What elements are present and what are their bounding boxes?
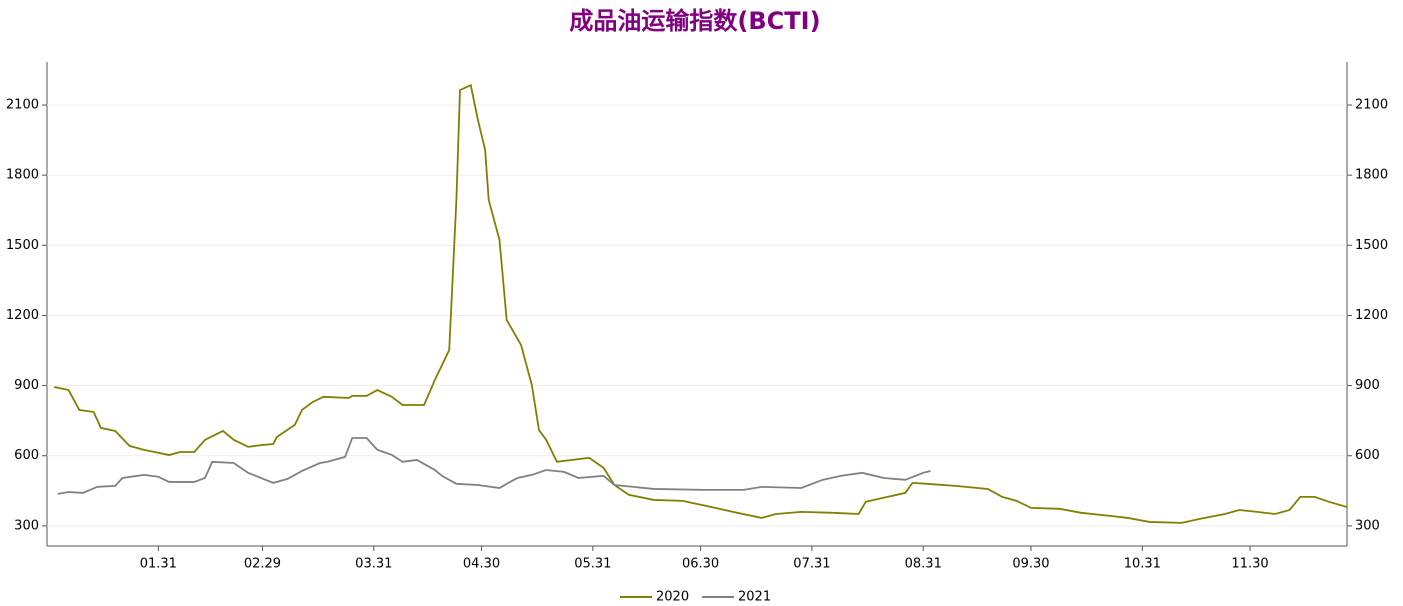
legend-label: 2020 [656, 590, 689, 605]
y-tick-label: 2100 [6, 98, 39, 113]
x-tick-label: 01.31 [140, 557, 177, 572]
legend-label: 2021 [738, 590, 771, 605]
x-tick-label: 03.31 [355, 557, 392, 572]
x-tick-label: 10.31 [1124, 557, 1161, 572]
chart-title: 成品油运输指数(BCTI) [569, 7, 820, 35]
y2-tick-label: 2100 [1355, 98, 1388, 113]
y-tick-label: 600 [14, 448, 39, 463]
y2-tick-label: 600 [1355, 448, 1380, 463]
y2-tick-label: 300 [1355, 518, 1380, 533]
y2-tick-label: 1800 [1355, 168, 1388, 183]
x-tick-label: 04.30 [463, 557, 500, 572]
x-tick-label: 11.30 [1231, 557, 1268, 572]
y2-tick-label: 900 [1355, 378, 1380, 393]
series-line [53, 83, 1348, 524]
x-tick-label: 08.31 [905, 557, 942, 572]
y2-tick-label: 1200 [1355, 308, 1388, 323]
x-tick-label: 02.29 [244, 557, 281, 572]
x-tick-label: 09.30 [1012, 557, 1049, 572]
y-tick-label: 1500 [6, 238, 39, 253]
y2-tick-label: 1500 [1355, 238, 1388, 253]
x-tick-label: 07.31 [793, 557, 830, 572]
y-tick-label: 300 [14, 518, 39, 533]
x-tick-label: 06.30 [682, 557, 719, 572]
x-tick-label: 05.31 [574, 557, 611, 572]
y-tick-label: 1200 [6, 308, 39, 323]
y-tick-label: 900 [14, 378, 39, 393]
series-line [57, 437, 931, 495]
y-tick-label: 1800 [6, 168, 39, 183]
